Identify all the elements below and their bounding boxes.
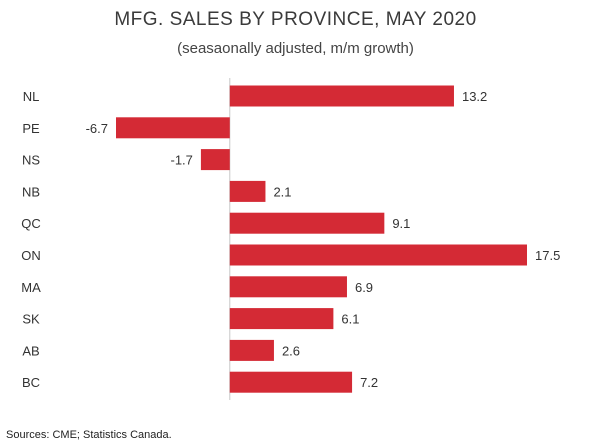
bar-pe [116,117,230,139]
bar-bc [229,371,353,393]
bar-ab [229,339,274,361]
category-label-on: ON [21,248,41,263]
value-label-on: 17.5 [535,248,560,263]
value-label-ab: 2.6 [282,343,300,358]
category-label-sk: SK [22,312,40,327]
value-label-pe: -6.7 [86,121,108,136]
chart-subtitle: (seasaonally adjusted, m/m growth) [177,40,414,57]
category-label-ab: AB [22,343,39,358]
category-label-qc: QC [21,216,41,231]
bar-nb [229,180,266,202]
value-label-nl: 13.2 [462,89,487,104]
value-label-nb: 2.1 [273,184,291,199]
category-label-ma: MA [21,280,41,295]
value-label-ma: 6.9 [355,280,373,295]
bar-on [229,244,528,266]
bar-ns [200,149,230,171]
value-label-sk: 6.1 [341,312,359,327]
category-label-nl: NL [23,89,40,104]
category-label-bc: BC [22,375,40,390]
value-label-qc: 9.1 [392,216,410,231]
category-label-ns: NS [22,153,40,168]
bar-qc [229,212,385,234]
category-label-pe: PE [22,121,40,136]
value-label-ns: -1.7 [171,153,193,168]
source-note: Sources: CME; Statistics Canada. [6,429,172,441]
chart-title: MFG. SALES BY PROVINCE, MAY 2020 [114,9,477,30]
bar-sk [229,308,334,330]
bar-ma [229,276,347,298]
category-label-nb: NB [22,184,40,199]
bar-nl [229,85,454,107]
value-label-bc: 7.2 [360,375,378,390]
